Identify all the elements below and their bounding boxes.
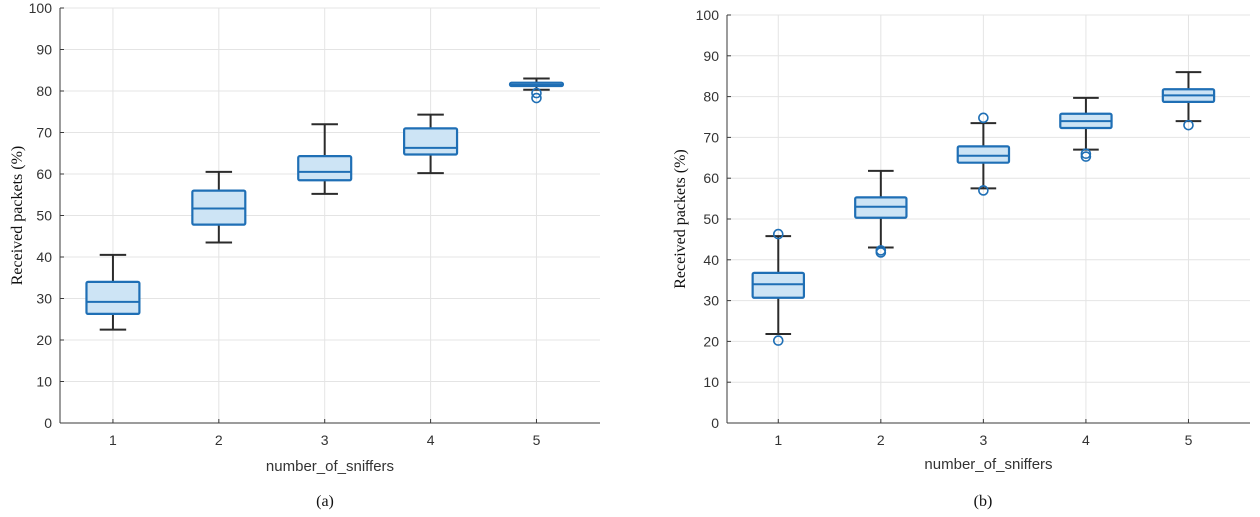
y-tick-label: 100 — [29, 0, 53, 16]
box-group-5 — [508, 77, 565, 104]
iqr-box — [751, 271, 806, 299]
y-tick-label: 50 — [703, 211, 719, 227]
outlier-point — [772, 335, 784, 346]
box-group-4 — [1059, 96, 1113, 162]
y-tick-label: 40 — [703, 252, 719, 268]
x-tick-label: 1 — [109, 432, 117, 448]
y-tick-label: 20 — [703, 333, 719, 349]
box-group-4 — [403, 113, 459, 175]
panel-caption: (b) — [974, 493, 993, 510]
box-group-2 — [854, 169, 908, 258]
x-tick-label: 3 — [321, 432, 329, 448]
y-tick-label: 10 — [36, 374, 52, 390]
y-tick-label: 80 — [36, 83, 52, 99]
y-tick-label: 100 — [696, 7, 720, 23]
y-tick-label: 70 — [703, 129, 719, 145]
iqr-box — [85, 280, 141, 315]
outlier-point — [531, 92, 542, 104]
y-tick-label: 40 — [36, 249, 52, 265]
x-tick-label: 3 — [979, 432, 987, 448]
outlier-point — [978, 185, 989, 196]
box-group-1 — [85, 253, 141, 331]
y-tick-label: 60 — [703, 170, 719, 186]
y-tick-label: 90 — [703, 48, 719, 64]
y-tick-label: 90 — [36, 42, 52, 58]
box-group-3 — [956, 112, 1011, 196]
outlier-point — [978, 112, 989, 124]
x-axis-label: number_of_sniffers — [924, 456, 1052, 473]
y-tick-label: 80 — [703, 89, 719, 105]
y-tick-label: 30 — [36, 291, 52, 307]
x-tick-label: 2 — [877, 432, 885, 448]
outlier-point — [1080, 148, 1092, 160]
x-axis-label: number_of_sniffers — [266, 458, 394, 475]
outlier-point — [1080, 151, 1092, 162]
x-tick-label: 1 — [774, 432, 782, 448]
x-tick-label: 5 — [1185, 432, 1193, 448]
box-group-2 — [191, 170, 247, 244]
y-axis-label: Received packets (%) — [672, 149, 689, 288]
y-tick-label: 50 — [36, 208, 52, 224]
outlier-point — [772, 228, 784, 240]
y-tick-label: 30 — [703, 293, 719, 309]
chart-panel-b: 0 10 20 30 40 50 60 70 80 90 100 1 2 3 4 5 number_of_sni… — [672, 7, 1250, 510]
panel-caption: (a) — [316, 493, 334, 510]
y-axis-label: Received packets (%) — [9, 146, 26, 285]
y-tick-label: 70 — [36, 125, 52, 141]
x-tick-label: 5 — [533, 432, 541, 448]
box-group-3 — [297, 123, 353, 195]
outlier-point — [1183, 119, 1194, 131]
y-tick-label: 60 — [36, 166, 52, 182]
x-tick-label: 4 — [1082, 432, 1090, 448]
outlier-point — [531, 87, 542, 99]
box-group-5 — [1161, 71, 1216, 131]
chart-panel-a: 0 10 20 30 40 50 60 70 80 90 100 1 2 3 4 5 number_of_sni… — [9, 0, 600, 510]
box-group-1 — [751, 228, 806, 346]
y-tick-label: 10 — [703, 374, 719, 390]
x-tick-label: 2 — [215, 432, 223, 448]
y-tick-label: 20 — [36, 332, 52, 348]
x-tick-label: 4 — [427, 432, 435, 448]
outlier-point — [875, 247, 887, 258]
y-tick-label: 0 — [711, 415, 719, 431]
iqr-box — [956, 145, 1011, 164]
iqr-box — [297, 155, 353, 182]
y-tick-label: 0 — [44, 415, 52, 431]
iqr-box — [403, 127, 459, 156]
